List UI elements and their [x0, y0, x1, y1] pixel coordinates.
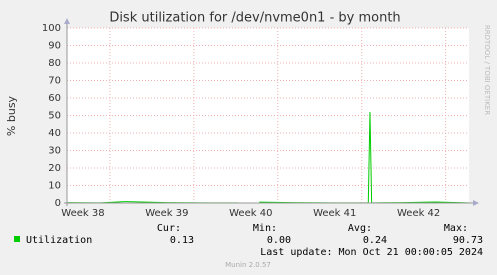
- y-tick-label: 100: [42, 23, 61, 34]
- footer: Munin 2.0.57: [225, 261, 271, 269]
- y-tick-label: 20: [48, 163, 61, 174]
- x-tick-label: Week 38: [61, 208, 104, 219]
- legend-stat: 0.13: [170, 235, 194, 246]
- legend-swatch: [14, 236, 20, 242]
- last-update: Last update: Mon Oct 21 00:00:05 2024: [260, 247, 483, 258]
- side-text: RRDTOOL / TOBI OETIKER: [483, 25, 491, 115]
- legend-header: Min:: [253, 223, 277, 234]
- x-tick-label: Week 41: [313, 208, 356, 219]
- x-tick-label: Week 39: [145, 208, 188, 219]
- legend-stat: 0.24: [363, 235, 387, 246]
- x-tick-label: Week 40: [229, 208, 272, 219]
- y-tick-label: 90: [48, 41, 61, 52]
- legend-stat: 0.00: [267, 235, 291, 246]
- legend-stat: 90.73: [453, 235, 483, 246]
- y-tick-label: 10: [48, 181, 61, 192]
- y-tick-label: 50: [48, 111, 61, 122]
- x-arrow: [473, 200, 479, 206]
- y-axis-label: % busy: [5, 95, 18, 136]
- y-tick-label: 60: [48, 93, 61, 104]
- y-tick-label: 0: [55, 198, 61, 209]
- legend-header: Max:: [444, 223, 468, 234]
- legend-header: Avg:: [348, 223, 372, 234]
- legend-label: Utilization: [26, 235, 92, 246]
- y-tick-label: 40: [48, 128, 61, 139]
- y-tick-label: 30: [48, 146, 61, 157]
- y-arrow: [64, 18, 70, 24]
- x-tick-label: Week 42: [397, 208, 440, 219]
- chart-title: Disk utilization for /dev/nvme0n1 - by m…: [109, 11, 400, 26]
- y-tick-label: 70: [48, 76, 61, 87]
- y-tick-label: 80: [48, 58, 61, 69]
- legend-header: Cur:: [157, 223, 181, 234]
